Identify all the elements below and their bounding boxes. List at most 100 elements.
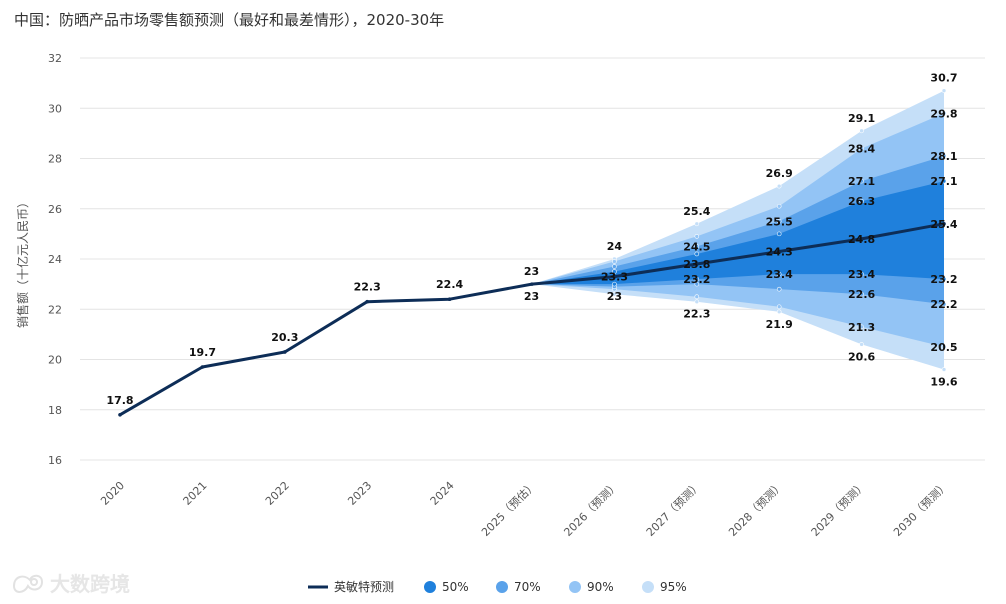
- watermark-text: 大数跨境: [50, 572, 130, 596]
- forecast-point: [118, 412, 122, 417]
- data-label: 23.4: [848, 268, 875, 281]
- forecast-point: [447, 297, 452, 302]
- band-point: [694, 294, 700, 299]
- data-label: 20.3: [271, 331, 298, 344]
- data-label: 23.4: [766, 268, 793, 281]
- data-label: 19.7: [189, 346, 216, 359]
- forecast-point: [365, 299, 370, 304]
- band-point: [694, 299, 700, 305]
- data-label: 20.6: [848, 350, 875, 363]
- data-label: 30.7: [930, 72, 957, 85]
- data-label: 21.3: [848, 321, 875, 334]
- data-label: 24.5: [683, 240, 710, 253]
- band-point: [941, 344, 947, 350]
- x-tick-label: 2025（预估）: [479, 479, 539, 539]
- band-point: [776, 203, 782, 209]
- x-tick-label: 2021: [181, 479, 210, 508]
- data-label: 27.1: [930, 175, 957, 188]
- data-labels: 17.8 19.7 20.3 22.3 22.4 23 23 24 23.3 23 25.4 24.5…: [106, 72, 957, 407]
- band-point: [941, 301, 947, 307]
- data-label: 23: [524, 265, 539, 278]
- band-point: [859, 146, 864, 151]
- forecast-line-layer: [118, 222, 946, 417]
- band-50pct: [532, 181, 944, 285]
- data-label: 22.2: [930, 298, 957, 311]
- data-label: 23.8: [683, 258, 710, 271]
- band-point: [694, 234, 700, 239]
- data-label: 25.4: [930, 218, 957, 231]
- band-point: [694, 221, 700, 227]
- data-label: 24.3: [766, 245, 793, 258]
- x-tick-label: 2022: [263, 479, 292, 508]
- data-label: 29.1: [848, 112, 875, 125]
- band-point: [694, 276, 700, 282]
- band-point: [612, 259, 617, 264]
- legend-label: 英敏特预测: [334, 579, 394, 594]
- chart-title: 中国：防晒产品市场零售额预测（最好和最差情形），2020-30年: [14, 11, 444, 29]
- data-label: 22.4: [436, 278, 463, 291]
- band-point: [776, 219, 782, 224]
- x-tick-label: 2024: [428, 479, 457, 508]
- data-label: 26.9: [766, 167, 793, 180]
- legend-label: 50%: [442, 580, 469, 594]
- x-tick-label: 2026（预测）: [561, 479, 621, 539]
- band-point: [859, 178, 864, 184]
- band-point: [776, 271, 782, 277]
- y-tick-label: 32: [48, 52, 62, 65]
- legend: 英敏特预测 50% 70% 90% 95%: [308, 579, 687, 594]
- band-point: [859, 324, 864, 330]
- y-axis-label: 销售额（十亿元人民币）: [15, 196, 30, 328]
- data-label: 28.1: [930, 150, 957, 163]
- legend-dot-swatch: [496, 581, 508, 593]
- data-label: 20.5: [930, 341, 957, 354]
- band-point: [941, 178, 947, 184]
- y-tick-label: 22: [48, 303, 62, 316]
- band-point: [941, 110, 947, 116]
- y-tick-label: 20: [48, 354, 62, 367]
- y-tick-label: 24: [48, 253, 62, 266]
- data-label: 29.8: [930, 107, 957, 120]
- forecast-point: [530, 282, 534, 286]
- band-point: [694, 251, 700, 257]
- x-tick-label: 2028（预测）: [726, 479, 786, 539]
- y-tick-label: 28: [48, 153, 62, 166]
- legend-dot-swatch: [424, 581, 436, 593]
- band-point: [612, 269, 617, 274]
- band-point: [859, 198, 864, 204]
- data-label: 23.2: [930, 273, 957, 286]
- data-label: 23.3: [601, 271, 628, 284]
- band-point: [776, 231, 782, 237]
- forecast-point: [283, 350, 287, 354]
- data-label: 17.8: [106, 394, 133, 407]
- band-point: [776, 183, 782, 189]
- legend-label: 90%: [587, 580, 614, 594]
- forecast-point: [695, 262, 699, 266]
- band-point: [941, 153, 947, 159]
- band-point: [776, 286, 782, 292]
- band-point: [612, 264, 617, 269]
- data-label: 22.3: [354, 281, 381, 294]
- data-label: 24.8: [848, 233, 875, 246]
- y-tick-label: 18: [48, 404, 62, 417]
- forecast-point: [942, 222, 946, 226]
- band-point: [694, 281, 700, 287]
- y-axis-ticks: 16 18 20 22 24 26 28 30 32: [48, 52, 62, 467]
- forecast-point: [859, 237, 864, 241]
- band-point: [612, 291, 617, 297]
- x-tick-label: 2020: [98, 479, 127, 508]
- data-label: 21.9: [766, 318, 793, 331]
- x-tick-label: 2023: [345, 479, 374, 508]
- legend-label: 70%: [514, 580, 541, 594]
- data-label: 26.3: [848, 195, 875, 208]
- y-tick-label: 30: [48, 102, 62, 115]
- band-point: [941, 88, 947, 93]
- data-label: 25.5: [766, 215, 793, 228]
- x-axis-ticks: 2020 2021 2022 2023 2024 2025（预估） 2026（预测） 2027…: [98, 479, 951, 539]
- band-point: [612, 281, 617, 287]
- band-point: [776, 304, 782, 310]
- y-tick-label: 26: [48, 203, 62, 216]
- x-tick-label: 2027（预测）: [644, 479, 704, 539]
- legend-dot-swatch: [642, 581, 654, 593]
- band-point: [941, 367, 947, 372]
